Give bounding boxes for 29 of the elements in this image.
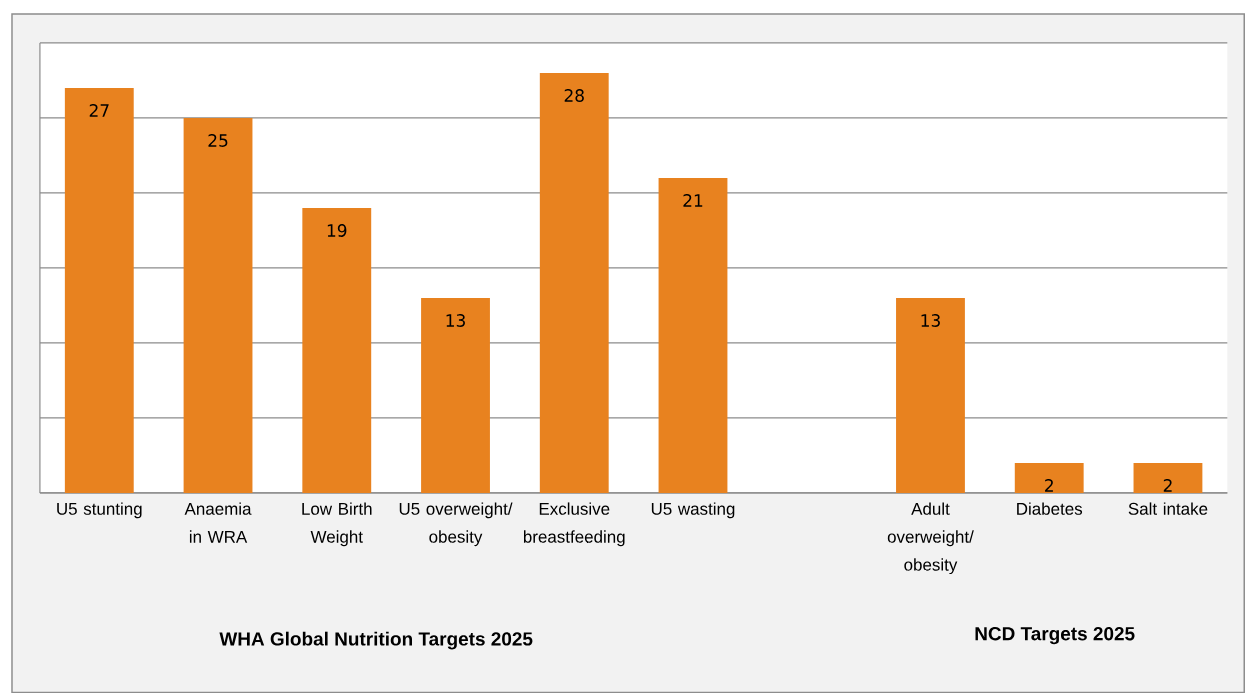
data-label: 19 bbox=[327, 223, 347, 237]
text: WHA Global Nutrition Targets 2025 bbox=[219, 631, 533, 650]
text: NCD Targets 2025 bbox=[975, 626, 1135, 645]
bar bbox=[302, 207, 372, 493]
data-label: 28 bbox=[564, 88, 584, 102]
bar bbox=[421, 297, 490, 493]
bar bbox=[64, 87, 134, 493]
x-tick-label: Exclusive breastfeeding bbox=[523, 502, 625, 547]
bar bbox=[183, 117, 253, 493]
x-tick-label: U5 overweight/ obesity bbox=[399, 502, 513, 547]
x-tick-label: Diabetes bbox=[1017, 502, 1083, 515]
data-label: 13 bbox=[446, 313, 465, 327]
bar bbox=[539, 72, 609, 493]
bar bbox=[658, 177, 728, 493]
data-label: 13 bbox=[921, 313, 940, 327]
data-label: 21 bbox=[683, 193, 703, 207]
x-tick-label: Low Birth Weight bbox=[302, 502, 372, 547]
x-tick-label: Adult overweight/ obesity bbox=[887, 502, 974, 574]
x-tick-label: Anaemia in WRA bbox=[184, 502, 252, 543]
bar bbox=[1014, 462, 1084, 493]
data-label: 2 bbox=[1163, 478, 1172, 492]
x-tick-label: U5 wasting bbox=[651, 502, 735, 519]
bar bbox=[1133, 462, 1203, 493]
data-label: 2 bbox=[1045, 478, 1053, 492]
x-tick-label: U5 stunting bbox=[57, 502, 142, 519]
x-tick-label: Salt intake bbox=[1128, 502, 1208, 515]
data-label: 27 bbox=[89, 103, 109, 117]
bar bbox=[896, 297, 965, 493]
data-label: 25 bbox=[208, 133, 228, 147]
